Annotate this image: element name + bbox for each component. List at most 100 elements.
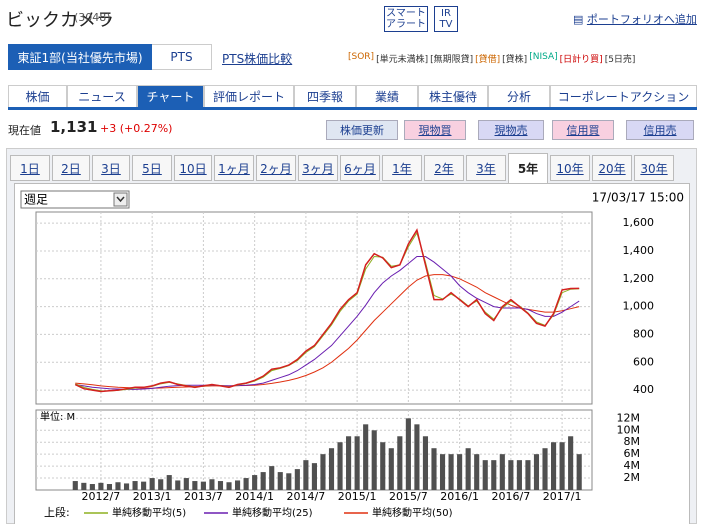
- volume-bar: [499, 454, 505, 490]
- volume-bar: [72, 481, 78, 490]
- nav-item[interactable]: チャート: [137, 85, 204, 107]
- volume-bar: [269, 466, 275, 490]
- market-tab[interactable]: PTS: [152, 44, 212, 70]
- period-tab[interactable]: 1ヶ月: [214, 155, 254, 181]
- x-tick-label: 2013/7: [184, 490, 223, 503]
- ma-line: [75, 274, 580, 389]
- volume-bar: [132, 481, 138, 490]
- volume-bar: [431, 448, 437, 490]
- tag: [5日売]: [604, 55, 636, 65]
- volume-bar: [234, 480, 241, 490]
- tag-list: [SOR] [単元未満株] [無期限貸] [貸借] [貸株] [NISA] [日計り買] [5…: [348, 52, 635, 65]
- volume-bar: [516, 460, 522, 490]
- volume-bar: [337, 442, 343, 490]
- nav-item[interactable]: 四季報: [294, 85, 356, 107]
- volume-bar: [439, 454, 446, 490]
- portfolio-link[interactable]: ▤ ポートフォリオへ追加: [573, 13, 697, 26]
- x-tick-label: 2015/7: [389, 490, 428, 503]
- nav-item[interactable]: 株価: [8, 85, 67, 107]
- volume-bar: [217, 481, 224, 490]
- period-tab[interactable]: 6ヶ月: [340, 155, 380, 181]
- period-tab[interactable]: 30年: [634, 155, 674, 181]
- period-tab[interactable]: 1日: [10, 155, 50, 181]
- volume-bar: [371, 430, 377, 490]
- period-tab[interactable]: 2日: [52, 155, 90, 181]
- pts-compare-link[interactable]: PTS株価比較: [222, 52, 293, 66]
- label: アラート: [386, 19, 426, 30]
- period-tab[interactable]: 2年: [424, 155, 464, 181]
- volume-bar: [200, 481, 206, 490]
- volume-bar: [106, 484, 113, 490]
- volume-bar: [226, 482, 232, 490]
- nav-item[interactable]: 株主優待: [418, 85, 488, 107]
- volume-bar: [252, 475, 258, 490]
- volume-bar: [115, 482, 121, 490]
- volume-tick-label: 2M: [624, 471, 641, 484]
- nav-bar: 株価 ニュース チャート 評価レポート 四季報 業績 株主優待 分析 コーポレートアクション: [8, 85, 697, 110]
- volume-bar: [508, 460, 514, 490]
- quote-button[interactable]: 現物売: [478, 120, 544, 140]
- select-value: 週足: [24, 193, 48, 207]
- volume-bar: [81, 482, 87, 490]
- quote-button[interactable]: 現物買: [404, 120, 466, 140]
- volume-tick-label: 6M: [624, 447, 641, 460]
- volume-bar: [277, 472, 283, 490]
- price-change: +3 (+0.27%): [100, 122, 173, 135]
- volume-bar: [559, 442, 565, 490]
- period-tab[interactable]: 3日: [92, 155, 130, 181]
- period-tab[interactable]: 1年: [382, 155, 422, 181]
- x-tick-label: 2014/7: [287, 490, 326, 503]
- volume-bar: [363, 424, 369, 490]
- volume-bar: [482, 460, 488, 490]
- x-tick-label: 2014/1: [235, 490, 274, 503]
- period-tab[interactable]: 5年: [508, 153, 548, 183]
- period-tab[interactable]: 5日: [132, 155, 172, 181]
- timestamp: 17/03/17 15:00: [592, 191, 684, 205]
- tag: [貸株]: [502, 55, 528, 65]
- nav-item[interactable]: 業績: [356, 85, 418, 107]
- y-tick-label: 600: [633, 355, 654, 368]
- volume-bar: [380, 442, 386, 490]
- x-tick-label: 2016/7: [492, 490, 531, 503]
- stock-code: (3048): [74, 11, 111, 24]
- period-select[interactable]: [20, 190, 130, 209]
- volume-bar: [474, 454, 480, 490]
- period-tab[interactable]: 3ヶ月: [298, 155, 338, 181]
- price: 1,131: [50, 118, 98, 136]
- legend-entry: 単純移動平均(25): [232, 506, 313, 519]
- period-tab[interactable]: 10年: [550, 155, 590, 181]
- volume-bar: [303, 460, 309, 490]
- volume-bar: [568, 436, 574, 490]
- volume-bar: [491, 460, 497, 490]
- irtv-button[interactable]: IR TV: [434, 6, 458, 32]
- volume-bar: [141, 481, 147, 490]
- volume-bar: [311, 463, 317, 490]
- legend-entry: 単純移動平均(5): [112, 506, 186, 519]
- select-arrow: [116, 196, 125, 203]
- label: スマート: [386, 8, 426, 19]
- period-tab[interactable]: 2ヶ月: [256, 155, 296, 181]
- volume-bar: [243, 478, 249, 490]
- nav-item[interactable]: 評価レポート: [204, 85, 294, 107]
- market-tab[interactable]: 東証1部(当社優先市場): [8, 44, 152, 70]
- alert-button[interactable]: スマート アラート: [384, 6, 428, 32]
- volume-bar: [346, 436, 352, 490]
- tag: [貸借]: [475, 55, 501, 65]
- period-tab[interactable]: 10日: [174, 155, 212, 181]
- volume-bar: [98, 482, 104, 490]
- volume-bar: [175, 480, 181, 490]
- y-tick-label: 1,200: [623, 272, 655, 285]
- quote-button[interactable]: 信用買: [552, 120, 614, 140]
- volume-bar: [320, 454, 326, 490]
- nav-item[interactable]: コーポレートアクション: [550, 85, 697, 107]
- nav-item[interactable]: 分析: [488, 85, 550, 107]
- quote-button[interactable]: 株価更新: [326, 120, 398, 140]
- nav-item[interactable]: ニュース: [67, 85, 137, 107]
- tag: [無期限貸]: [430, 55, 474, 65]
- volume-bar: [123, 483, 130, 490]
- volume-bar: [328, 448, 335, 490]
- quote-button[interactable]: 信用売: [626, 120, 694, 140]
- period-tab[interactable]: 20年: [592, 155, 632, 181]
- period-tab[interactable]: 3年: [466, 155, 506, 181]
- volume-unit: 単位: M: [40, 410, 75, 423]
